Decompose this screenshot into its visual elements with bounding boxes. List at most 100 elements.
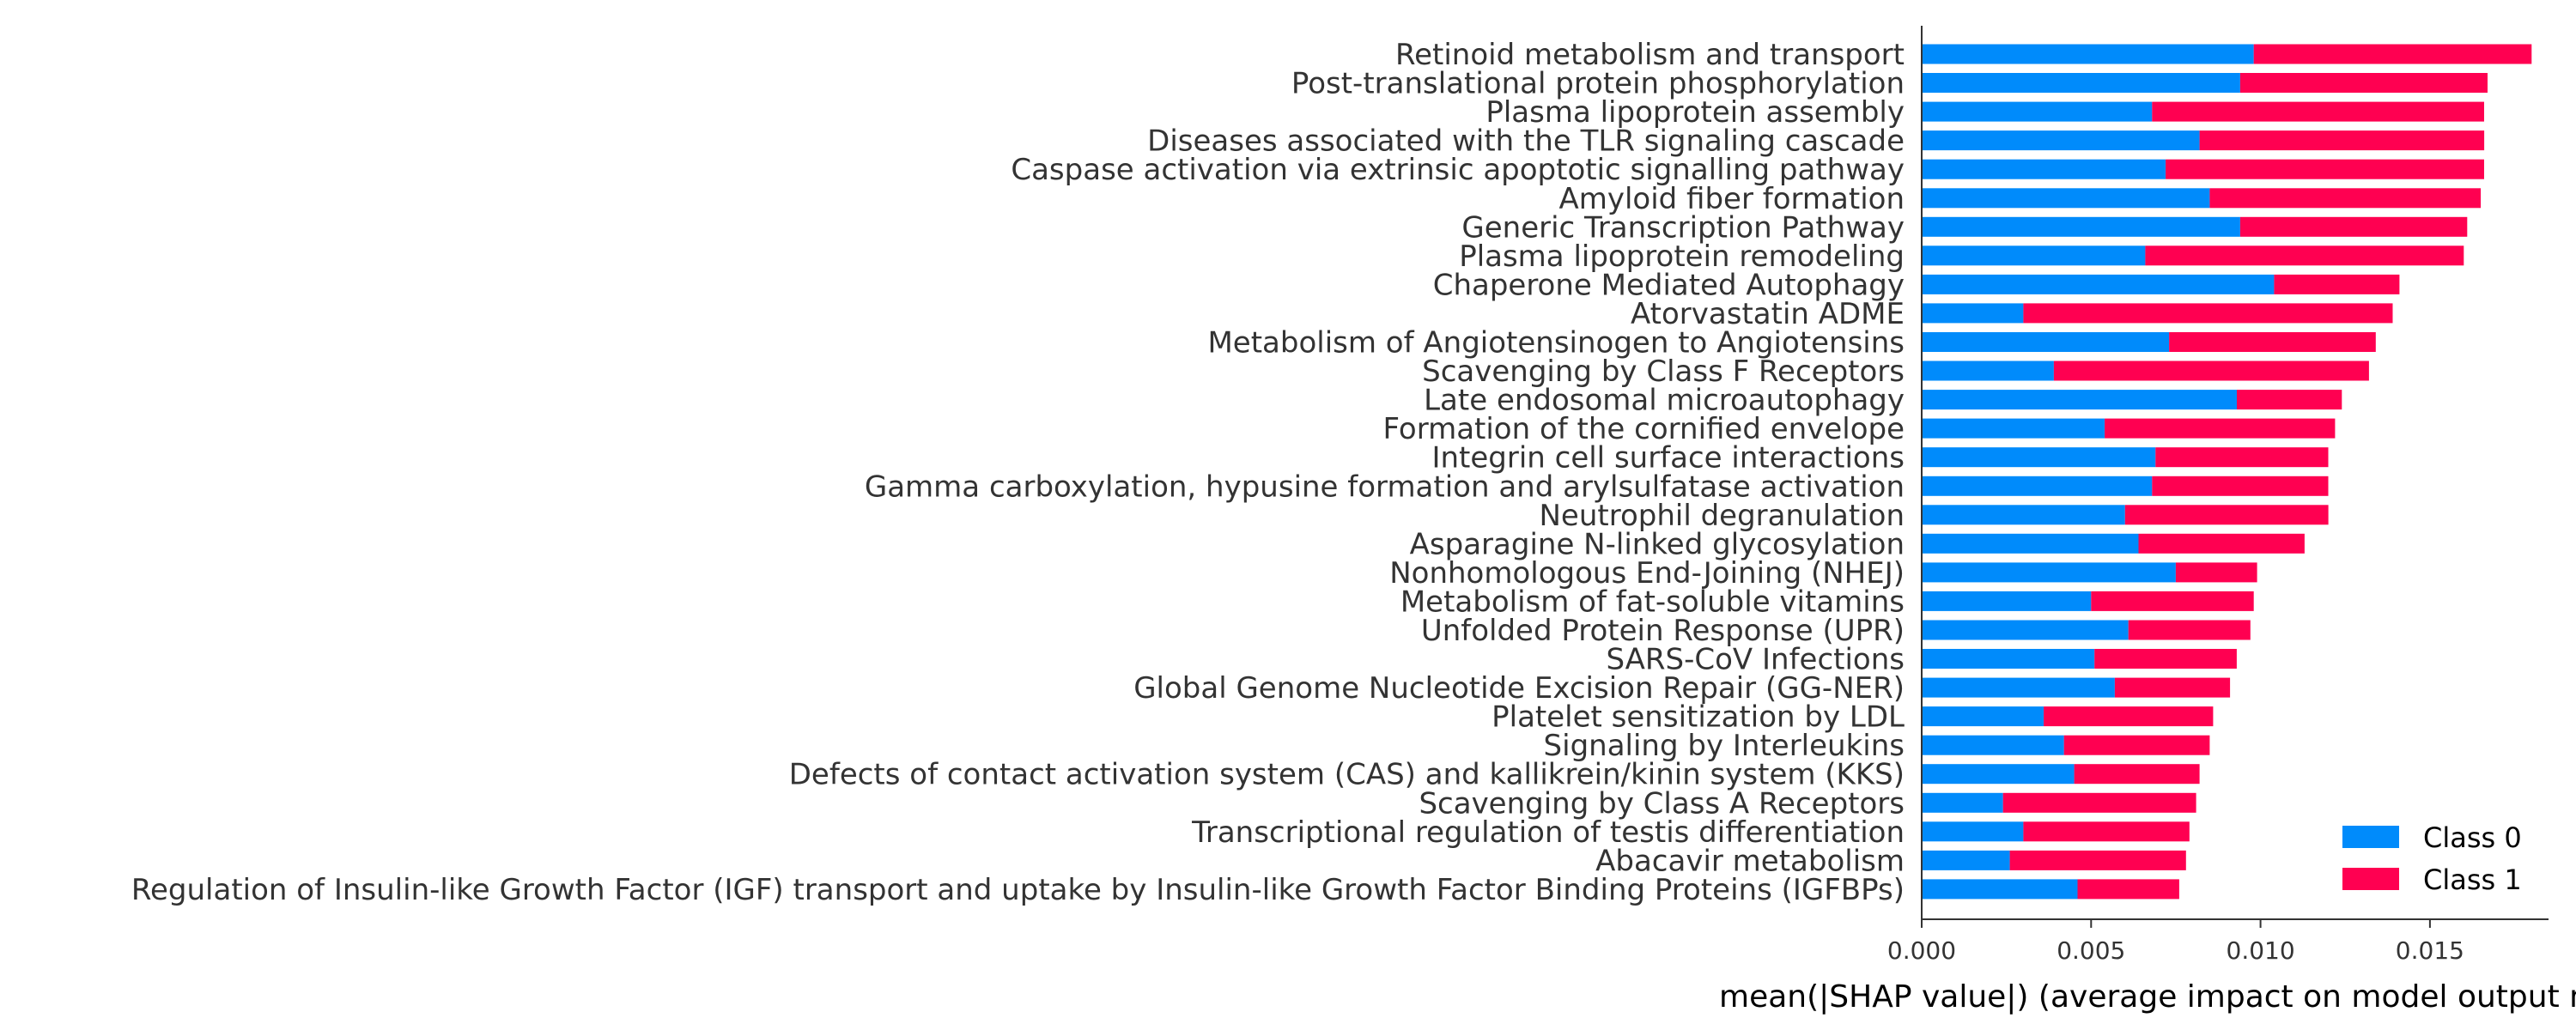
bar-class-1	[2094, 649, 2237, 669]
category-label: Unfolded Protein Response (UPR)	[1421, 614, 1905, 648]
bar-class-0	[1922, 44, 2254, 64]
bar-class-0	[1922, 130, 2200, 151]
bar-class-0	[1922, 274, 2275, 294]
category-label: Integrin cell surface interactions	[1431, 441, 1905, 476]
category-label: Amyloid fiber formation	[1558, 182, 1905, 216]
category-label: Scavenging by Class F Receptors	[1422, 354, 1905, 389]
bar-class-1	[2175, 562, 2257, 583]
bar-class-1	[2091, 591, 2254, 611]
bar-class-0	[1922, 562, 2176, 583]
category-label: Defects of contact activation system (CA…	[789, 758, 1905, 792]
category-label: Post-translational protein phosphorylati…	[1291, 67, 1905, 101]
category-label: Late endosomal microautophagy	[1424, 384, 1905, 418]
bar-class-1	[2152, 101, 2484, 122]
bar-class-1	[2009, 850, 2186, 870]
bar-class-1	[2114, 677, 2231, 698]
legend-swatch-class-1	[2342, 868, 2399, 890]
category-label: Plasma lipoprotein remodeling	[1459, 239, 1905, 274]
bar-class-0	[1922, 418, 2105, 439]
bar-class-1	[2044, 706, 2214, 727]
bar-class-0	[1922, 447, 2156, 468]
bar-class-1	[2155, 447, 2329, 468]
category-label: Retinoid metabolism and transport	[1395, 38, 1905, 72]
bar-class-0	[1922, 879, 2078, 900]
bar-class-0	[1922, 706, 2044, 727]
category-label: Plasma lipoprotein assembly	[1485, 95, 1905, 130]
bar-class-1	[2002, 792, 2196, 813]
x-tick-label: 0.015	[2396, 936, 2464, 965]
bar-class-0	[1922, 390, 2237, 410]
x-tick-label: 0.005	[2057, 936, 2125, 965]
legend-label-class-1: Class 1	[2423, 863, 2522, 896]
category-label: Abacavir metabolism	[1595, 844, 1905, 878]
category-label: Diseases associated with the TLR signali…	[1147, 124, 1905, 159]
bar-class-1	[2063, 735, 2210, 755]
bar-class-0	[1922, 533, 2139, 554]
bar-class-1	[2253, 44, 2532, 64]
bar-class-0	[1922, 591, 2092, 611]
bar-class-1	[2199, 130, 2485, 151]
category-label: Formation of the cornified envelope	[1383, 412, 1905, 446]
bar-class-0	[1922, 735, 2064, 755]
bar-class-1	[2209, 188, 2482, 209]
bar-class-0	[1922, 101, 2153, 122]
category-label: Metabolism of fat-soluble vitamins	[1400, 585, 1905, 619]
bar-class-0	[1922, 677, 2115, 698]
legend: Class 0 Class 1	[2342, 821, 2522, 896]
category-label: Chaperone Mediated Autophagy	[1433, 268, 1905, 302]
category-label: Caspase activation via extrinsic apoptot…	[1011, 153, 1905, 187]
bar-class-0	[1922, 821, 2024, 842]
legend-label-class-0: Class 0	[2423, 821, 2522, 854]
category-labels-group: Retinoid metabolism and transportPost-tr…	[131, 38, 1905, 907]
bar-class-0	[1922, 332, 2170, 352]
bar-class-0	[1922, 216, 2240, 237]
bar-class-1	[2023, 821, 2190, 842]
category-label: Platelet sensitization by LDL	[1492, 700, 1905, 735]
bars-group	[1922, 44, 2532, 900]
bar-class-0	[1922, 850, 2010, 870]
bar-class-1	[2152, 476, 2329, 496]
x-tick-label: 0.010	[2227, 936, 2295, 965]
bar-class-0	[1922, 360, 2054, 381]
bar-class-1	[2138, 533, 2305, 554]
category-label: Generic Transcription Pathway	[1461, 210, 1905, 245]
category-label: Transcriptional regulation of testis dif…	[1191, 815, 1905, 850]
bar-class-0	[1922, 73, 2240, 93]
bar-class-0	[1922, 476, 2153, 496]
category-label: Signaling by Interleukins	[1544, 729, 1905, 763]
category-label: Regulation of Insulin-like Growth Factor…	[131, 873, 1905, 907]
bar-class-1	[2169, 332, 2376, 352]
category-label: Global Genome Nucleotide Excision Repair…	[1133, 671, 1905, 706]
category-label: Neutrophil degranulation	[1540, 499, 1905, 533]
category-label: Nonhomologous End-Joining (NHEJ)	[1389, 556, 1905, 591]
legend-swatch-class-0	[2342, 826, 2399, 848]
bar-class-0	[1922, 303, 2024, 324]
bar-class-0	[1922, 649, 2095, 669]
bar-class-1	[2124, 505, 2329, 525]
bar-class-1	[2239, 73, 2488, 93]
bar-class-0	[1922, 764, 2075, 785]
bar-class-0	[1922, 245, 2146, 266]
bar-class-1	[2239, 216, 2468, 237]
category-label: Scavenging by Class A Receptors	[1419, 786, 1905, 821]
bar-class-0	[1922, 505, 2125, 525]
bar-class-1	[2128, 620, 2251, 640]
category-label: SARS-CoV Infections	[1606, 643, 1905, 677]
bar-class-0	[1922, 188, 2210, 209]
bar-class-1	[2053, 360, 2369, 381]
bar-class-1	[2274, 274, 2400, 294]
x-tick-label: 0.000	[1887, 936, 1956, 965]
bar-class-0	[1922, 620, 2129, 640]
axes-group: 0.000 0.005 0.010 0.015 mean(|SHAP value|) (…	[1719, 26, 2576, 1015]
bar-class-1	[2074, 764, 2200, 785]
bar-class-1	[2237, 390, 2342, 410]
category-label: Atorvastatin ADME	[1631, 297, 1905, 331]
bar-class-1	[2145, 245, 2464, 266]
bar-class-0	[1922, 792, 2003, 813]
category-label: Asparagine N-linked glycosylation	[1410, 527, 1905, 561]
bar-class-1	[2105, 418, 2336, 439]
category-label: Metabolism of Angiotensinogen to Angiote…	[1207, 326, 1905, 360]
bar-class-0	[1922, 159, 2166, 179]
bar-class-1	[2077, 879, 2179, 900]
